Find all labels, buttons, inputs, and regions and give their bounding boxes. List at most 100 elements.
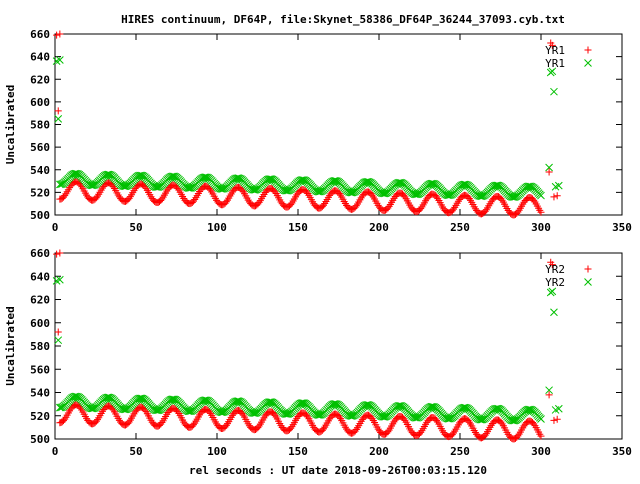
data-point bbox=[548, 261, 556, 269]
data-point bbox=[218, 185, 227, 193]
data-point bbox=[397, 178, 406, 187]
data-point bbox=[397, 402, 406, 410]
data-point bbox=[271, 188, 279, 196]
series-plus-2 bbox=[53, 249, 561, 443]
data-point bbox=[287, 201, 295, 209]
data-point bbox=[61, 192, 69, 200]
data-point bbox=[320, 425, 328, 433]
y-tick-label: 500 bbox=[30, 209, 50, 222]
data-point bbox=[429, 402, 437, 411]
y-tick-label: 660 bbox=[30, 28, 50, 41]
data-point bbox=[57, 403, 65, 412]
data-point bbox=[384, 428, 392, 436]
data-point bbox=[53, 250, 61, 258]
data-point bbox=[251, 409, 260, 417]
data-point bbox=[251, 185, 260, 194]
data-point bbox=[167, 172, 176, 181]
data-point bbox=[255, 198, 263, 206]
data-point bbox=[510, 416, 519, 425]
legend-label: YR1 bbox=[545, 57, 565, 70]
data-point bbox=[417, 205, 425, 213]
data-point bbox=[537, 415, 545, 423]
data-point bbox=[57, 180, 65, 189]
data-point bbox=[433, 416, 441, 424]
plot-panel-2: 0 50 100 150 200 250 300 350 500 520 540 560 580 600 6… bbox=[4, 247, 632, 458]
y-tick-label: 620 bbox=[30, 294, 50, 307]
data-point bbox=[222, 421, 230, 429]
data-point bbox=[537, 432, 545, 440]
data-point bbox=[54, 114, 63, 123]
data-point bbox=[400, 415, 408, 423]
x-tick-label: 200 bbox=[369, 221, 389, 234]
data-point bbox=[545, 168, 553, 176]
data-point bbox=[267, 175, 276, 183]
data-point bbox=[514, 208, 522, 216]
data-point bbox=[461, 180, 470, 189]
y-tick-label: 520 bbox=[30, 186, 50, 199]
legend-label: YR2 bbox=[545, 276, 565, 289]
data-point bbox=[303, 188, 311, 196]
data-point bbox=[222, 198, 230, 206]
data-point bbox=[105, 170, 114, 179]
x-tick-label: 300 bbox=[531, 445, 551, 458]
x-tick-label: 0 bbox=[52, 221, 59, 234]
data-point bbox=[550, 416, 558, 424]
data-point bbox=[125, 418, 133, 426]
data-point bbox=[203, 173, 211, 182]
legend-marker bbox=[584, 59, 592, 67]
legend-label: YR1 bbox=[545, 44, 565, 57]
y-tick-label: 600 bbox=[30, 96, 50, 109]
x-tick-label: 350 bbox=[612, 221, 632, 234]
data-point bbox=[154, 183, 163, 191]
data-point bbox=[550, 193, 558, 201]
y-tick-label: 620 bbox=[30, 73, 50, 86]
data-point bbox=[413, 413, 421, 422]
chart-title: HIRES continuum, DF64P, file:Skynet_5838… bbox=[121, 13, 565, 26]
data-point bbox=[56, 56, 64, 64]
x-tick-label: 0 bbox=[52, 445, 59, 458]
data-point bbox=[364, 177, 373, 186]
y-tick-label: 600 bbox=[30, 317, 50, 330]
data-point bbox=[446, 191, 454, 200]
data-point bbox=[137, 394, 146, 403]
data-point bbox=[238, 186, 246, 194]
data-point bbox=[548, 287, 557, 296]
data-point bbox=[167, 395, 176, 404]
data-point bbox=[335, 189, 343, 197]
data-point bbox=[154, 406, 163, 415]
data-point bbox=[205, 184, 213, 192]
data-point bbox=[348, 188, 357, 197]
data-point bbox=[553, 415, 561, 423]
data-point bbox=[54, 107, 62, 115]
x-tick-label: 50 bbox=[129, 445, 142, 458]
data-point bbox=[73, 169, 81, 178]
x-tick-label: 100 bbox=[207, 221, 227, 234]
data-point bbox=[331, 400, 340, 408]
x-tick-label: 100 bbox=[207, 445, 227, 458]
series-x-1 bbox=[52, 56, 563, 201]
data-point bbox=[526, 182, 534, 191]
data-point bbox=[56, 275, 64, 284]
legend-marker bbox=[584, 278, 592, 286]
data-point bbox=[121, 405, 130, 414]
data-point bbox=[53, 31, 61, 39]
y-tick-label: 640 bbox=[30, 51, 50, 64]
y-tick-label: 580 bbox=[30, 340, 50, 353]
data-point bbox=[203, 396, 211, 405]
data-point bbox=[537, 208, 545, 216]
x-tick-label: 50 bbox=[129, 221, 142, 234]
data-point bbox=[56, 30, 64, 38]
data-point bbox=[494, 181, 503, 190]
data-point bbox=[461, 403, 470, 412]
data-point bbox=[545, 391, 553, 399]
data-point bbox=[348, 412, 357, 420]
data-point bbox=[303, 411, 311, 419]
data-point bbox=[465, 195, 473, 203]
y-tick-label: 540 bbox=[30, 164, 50, 177]
data-point bbox=[267, 398, 276, 406]
data-point bbox=[352, 202, 360, 210]
data-point bbox=[548, 67, 557, 76]
data-point bbox=[316, 187, 324, 196]
